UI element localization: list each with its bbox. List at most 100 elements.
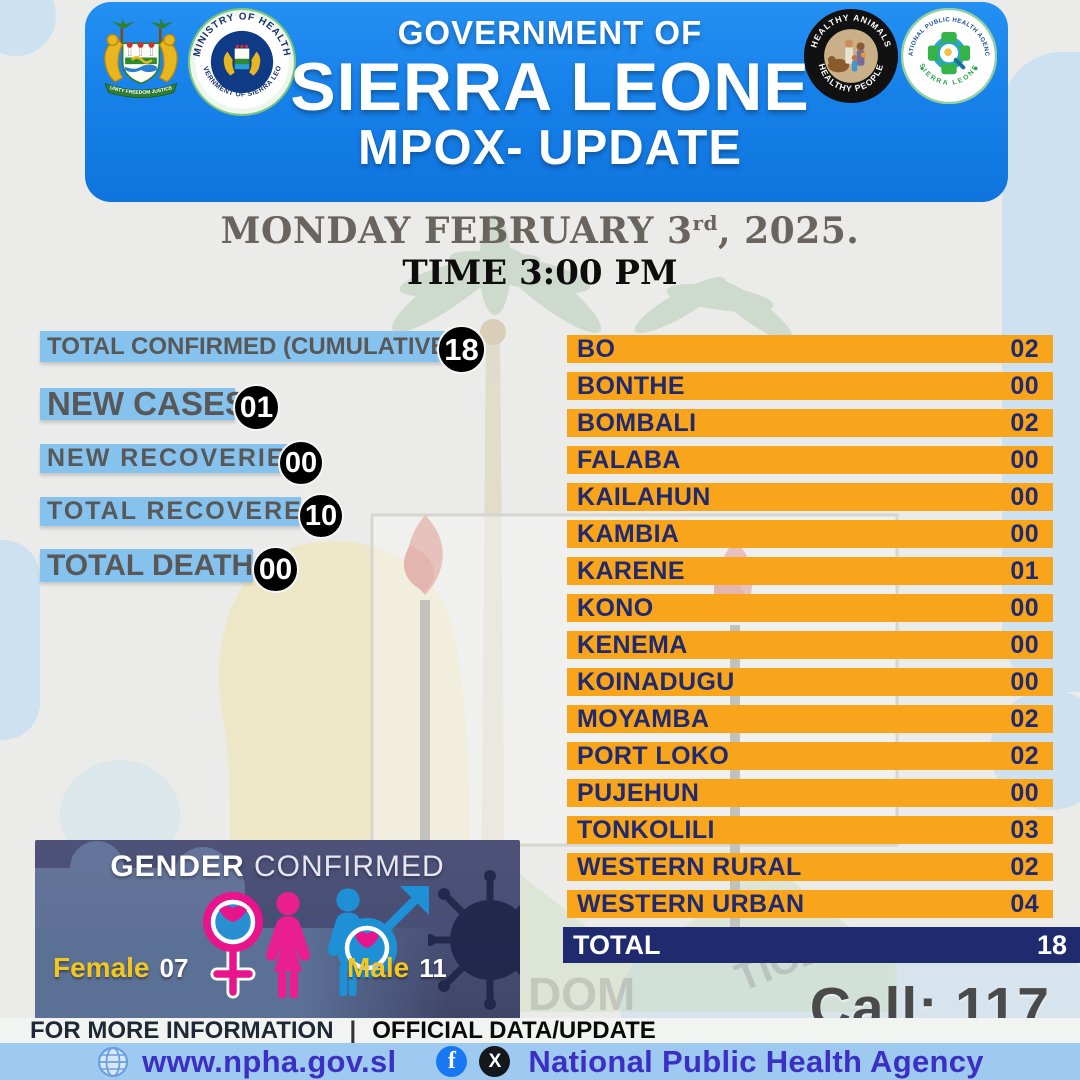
ministry-of-health-logo: MINISTRY OF HEALTH GOVERNMENT OF SIERRA … bbox=[188, 8, 296, 116]
healthy-animals-logo: HEALTHY ANIMALS HEALTHY PEOPLE bbox=[803, 8, 899, 104]
coat-of-arms-motto: UNITY FREEDOM JUSTICE bbox=[109, 85, 174, 96]
table-row: KONO 00 bbox=[567, 594, 1053, 622]
footer-bar: www.npha.gov.sl f X National Public Heal… bbox=[0, 1043, 1080, 1080]
page-title: SIERRA LEONE bbox=[290, 49, 810, 126]
table-row: KAMBIA 00 bbox=[567, 520, 1053, 548]
table-row: KARENE 01 bbox=[567, 557, 1053, 585]
table-row: FALABA 00 bbox=[567, 446, 1053, 474]
table-row: BONTHE 00 bbox=[567, 372, 1053, 400]
district-name: WESTERN RURAL bbox=[577, 852, 802, 881]
info-strip: FOR MORE INFORMATION | OFFICIAL DATA/UPD… bbox=[0, 1016, 1080, 1044]
background-blob bbox=[0, 540, 40, 740]
stat-value-badge: 00 bbox=[252, 546, 299, 593]
district-name: BONTHE bbox=[577, 371, 685, 400]
district-value: 01 bbox=[1010, 556, 1039, 585]
district-name: BOMBALI bbox=[577, 408, 697, 437]
table-row: PUJEHUN 00 bbox=[567, 779, 1053, 807]
female-label: Female bbox=[53, 952, 150, 983]
female-symbol-icon bbox=[203, 892, 263, 999]
male-stat: Male 11 bbox=[347, 952, 447, 984]
district-name: KAMBIA bbox=[577, 519, 680, 548]
stat-label: TOTAL CONFIRMED (CUMULATIVE) bbox=[47, 332, 455, 360]
globe-icon bbox=[98, 1046, 129, 1077]
district-table: BO 02 BONTHE 00 BOMBALI 02 FALABA 00 KAILAHU… bbox=[563, 335, 1080, 963]
male-value: 11 bbox=[419, 953, 447, 983]
stat-bar-total-recovered: TOTAL RECOVERED bbox=[40, 497, 321, 526]
district-value: 02 bbox=[1010, 408, 1039, 437]
stat-label: NEW RECOVERIES bbox=[47, 444, 305, 472]
date-block: MONDAY FEBRUARY 3rd, 2025. TIME 3:00 PM bbox=[140, 210, 940, 293]
district-value: 00 bbox=[1010, 482, 1039, 511]
district-name: PUJEHUN bbox=[577, 778, 700, 807]
stat-label: TOTAL DEATHS bbox=[47, 548, 274, 582]
table-row: KAILAHUN 00 bbox=[567, 483, 1053, 511]
district-value: 00 bbox=[1010, 371, 1039, 400]
woman-silhouette-icon bbox=[265, 891, 311, 999]
info-divider: | bbox=[349, 1016, 357, 1044]
district-name: KONO bbox=[577, 593, 654, 622]
total-label: TOTAL bbox=[573, 929, 661, 960]
date-line: MONDAY FEBRUARY 3rd, 2025. bbox=[140, 210, 940, 252]
district-name: KAILAHUN bbox=[577, 482, 711, 511]
district-name: KARENE bbox=[577, 556, 685, 585]
stat-value-badge: 01 bbox=[233, 384, 280, 431]
district-value: 02 bbox=[1010, 334, 1039, 363]
banner-text: GOVERNMENT OF SIERRA LEONE MPOX- UPDATE bbox=[250, 14, 850, 176]
stat-bar-new-recoveries: NEW RECOVERIES bbox=[40, 444, 302, 473]
district-name: MOYAMBA bbox=[577, 704, 710, 733]
stat-value-badge: 10 bbox=[298, 493, 344, 539]
table-row: TONKOLILI 03 bbox=[567, 816, 1053, 844]
table-row: KOINADUGU 00 bbox=[567, 668, 1053, 696]
female-stat: Female 07 bbox=[53, 952, 188, 984]
coat-of-arms-logo: UNITY FREEDOM JUSTICE bbox=[104, 18, 178, 98]
gender-title: GENDER CONFIRMED bbox=[35, 850, 520, 884]
male-label: Male bbox=[347, 952, 410, 983]
facebook-icon: f bbox=[436, 1046, 468, 1077]
stat-label: NEW CASES bbox=[47, 385, 247, 422]
time-line: TIME 3:00 PM bbox=[402, 253, 678, 293]
header-banner: UNITY FREEDOM JUSTICE MINISTRY OF HEALTH… bbox=[85, 2, 1008, 202]
district-value: 00 bbox=[1010, 445, 1039, 474]
gender-panel: GENDER CONFIRMED Female 07 Male 11 bbox=[35, 840, 520, 1020]
male-symbol-icon bbox=[337, 886, 429, 978]
svg-text:UNITY FREEDOM JUSTICE: UNITY FREEDOM JUSTICE bbox=[109, 85, 174, 96]
district-name: KENEMA bbox=[577, 630, 688, 659]
page-subtitle: MPOX- UPDATE bbox=[357, 121, 743, 176]
x-icon: X bbox=[479, 1046, 511, 1077]
district-name: FALABA bbox=[577, 445, 681, 474]
agency-name: National Public Health Agency bbox=[528, 1043, 984, 1079]
stat-bar-total-confirmed: TOTAL CONFIRMED (CUMULATIVE) bbox=[40, 331, 455, 362]
total-value: 18 bbox=[1036, 929, 1067, 960]
district-value: 00 bbox=[1010, 667, 1039, 696]
info-right-text: OFFICIAL DATA/UPDATE bbox=[372, 1016, 656, 1044]
district-value: 02 bbox=[1010, 852, 1039, 881]
table-row: WESTERN RURAL 02 bbox=[567, 853, 1053, 881]
table-total-row: TOTAL 18 bbox=[563, 927, 1080, 963]
stat-value-badge: 00 bbox=[278, 440, 324, 486]
district-value: 02 bbox=[1010, 741, 1039, 770]
banner-kicker: GOVERNMENT OF bbox=[397, 14, 703, 51]
district-name: BO bbox=[577, 334, 616, 363]
table-row: BO 02 bbox=[567, 335, 1053, 363]
virus-icon bbox=[428, 870, 520, 1010]
gender-title-light: CONFIRMED bbox=[244, 850, 445, 883]
district-name: PORT LOKO bbox=[577, 741, 730, 770]
website-url: www.npha.gov.sl bbox=[142, 1043, 397, 1079]
table-row: KENEMA 00 bbox=[567, 631, 1053, 659]
stat-value-badge: 18 bbox=[437, 325, 486, 374]
district-value: 00 bbox=[1010, 593, 1039, 622]
district-name: WESTERN URBAN bbox=[577, 889, 805, 918]
table-row: PORT LOKO 02 bbox=[567, 742, 1053, 770]
district-value: 04 bbox=[1010, 889, 1039, 918]
watermark-letters-left: DOM bbox=[528, 968, 635, 1020]
district-value: 00 bbox=[1010, 630, 1039, 659]
district-value: 03 bbox=[1010, 815, 1039, 844]
district-name: TONKOLILI bbox=[577, 815, 715, 844]
npha-logo: NATIONAL PUBLIC HEALTH AGENCY SIERRA LEO… bbox=[901, 8, 997, 104]
district-value: 00 bbox=[1010, 778, 1039, 807]
stat-label: TOTAL RECOVERED bbox=[47, 497, 323, 525]
gender-title-strong: GENDER bbox=[110, 850, 245, 883]
info-left-text: FOR MORE INFORMATION bbox=[30, 1016, 334, 1044]
female-value: 07 bbox=[159, 953, 189, 983]
date-year: , 2025. bbox=[718, 210, 860, 252]
